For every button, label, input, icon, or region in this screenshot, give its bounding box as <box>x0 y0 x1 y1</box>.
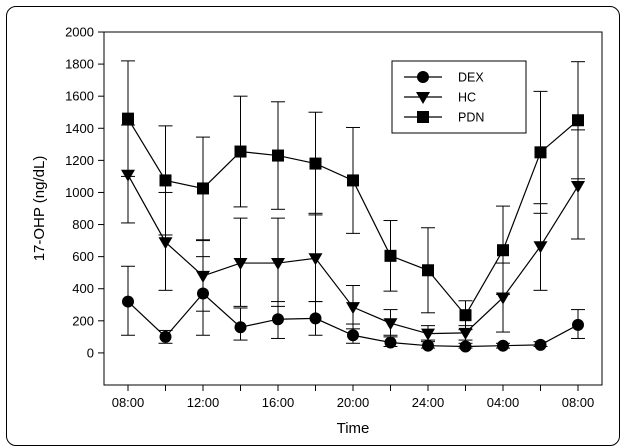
legend-dex-label: DEX <box>458 71 484 85</box>
dex-data-point <box>497 339 509 352</box>
legend-hc-label: HC <box>458 91 476 105</box>
pdn-data-point <box>497 244 509 257</box>
dex-data-point <box>272 313 284 326</box>
x-axis-title: Time <box>337 420 370 437</box>
legend-pdn-marker <box>417 111 429 123</box>
pdn-data-point <box>422 264 434 277</box>
hc-data-point <box>496 292 510 305</box>
y-tick-label: 1800 <box>65 57 94 72</box>
pdn-data-point <box>384 249 397 262</box>
y-tick-label: 0 <box>87 345 94 360</box>
y-axis-title: 17-OHP (ng/dL) <box>31 156 48 262</box>
legend-hc-marker <box>416 92 430 104</box>
dex-data-point <box>572 318 584 331</box>
y-tick-label: 800 <box>72 217 94 232</box>
hc-data-point <box>271 258 285 271</box>
y-tick-label: 600 <box>72 249 94 264</box>
hc-data-point <box>571 181 585 194</box>
pdn-data-point <box>309 157 322 170</box>
pdn-data-point <box>572 114 584 127</box>
dex-data-point <box>534 338 547 351</box>
hc-data-point <box>158 237 173 250</box>
dex-data-point <box>347 329 359 342</box>
dex-data-point <box>384 336 397 349</box>
hc-data-point <box>346 302 360 315</box>
y-tick-label: 1600 <box>65 89 94 104</box>
x-tick-label: 08:00 <box>562 395 595 410</box>
dex-data-point <box>159 330 172 343</box>
pdn-data-point <box>197 182 209 195</box>
hc-data-point <box>421 328 435 341</box>
dex-data-point <box>309 312 322 325</box>
dex-data-point <box>234 321 247 334</box>
pdn-data-point <box>234 145 247 158</box>
pdn-data-point <box>347 174 359 187</box>
pdn-data-point <box>459 309 472 322</box>
dex-data-point <box>122 295 134 308</box>
y-tick-label: 2000 <box>65 25 94 40</box>
x-tick-label: 24:00 <box>412 395 445 410</box>
x-tick-label: 12:00 <box>187 395 220 410</box>
legend-dex-marker <box>417 71 429 83</box>
y-tick-label: 400 <box>72 281 94 296</box>
x-tick-label: 16:00 <box>262 395 295 410</box>
dex-data-point <box>422 339 434 352</box>
pdn-data-point <box>272 149 284 162</box>
pdn-data-point <box>534 146 547 159</box>
pdn-data-point <box>159 174 172 187</box>
hc-data-point <box>383 318 398 331</box>
pdn-data-point <box>122 112 134 125</box>
y-tick-label: 200 <box>72 313 94 328</box>
x-tick-label: 20:00 <box>337 395 370 410</box>
y-tick-label: 1000 <box>65 185 94 200</box>
hc-data-point <box>458 327 473 340</box>
plot-area: 0 200 400 600 800 1000 1200 1400 1600 1800 2000 08:… <box>65 25 603 410</box>
y-tick-label: 1400 <box>65 121 94 136</box>
hc-data-point <box>233 258 248 271</box>
dex-data-point <box>459 340 472 353</box>
y-tick-label: 1200 <box>65 153 94 168</box>
hc-data-point <box>533 241 548 254</box>
x-tick-label: 04:00 <box>487 395 520 410</box>
legend-pdn-label: PDN <box>458 111 484 125</box>
hc-data-point <box>196 270 210 283</box>
legend: DEX HC PDN <box>391 60 527 134</box>
hc-data-point <box>308 253 323 266</box>
x-tick-label: 08:00 <box>112 395 145 410</box>
